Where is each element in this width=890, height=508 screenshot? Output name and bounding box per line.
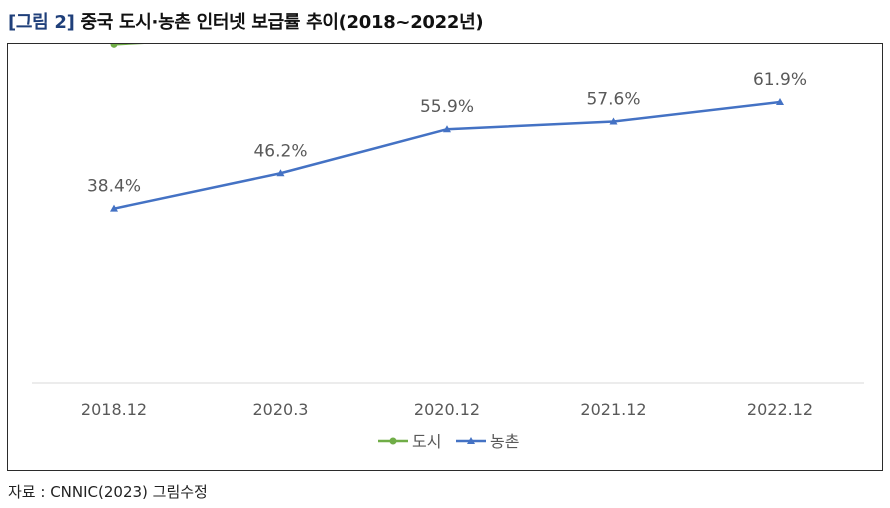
figure-title: [그림 2] 중국 도시·농촌 인터넷 보급률 추이(2018~2022년): [8, 8, 484, 34]
data-point: [776, 97, 784, 105]
data-point: [110, 204, 118, 212]
chart-frame: 74.6%76.5%79.8%81.3%83.1% 38.4% 46.2% 55.9%…: [7, 43, 883, 471]
legend-entry-1: 도시: [378, 432, 441, 451]
series-1: 74.6%76.5%79.8%81.3%83.1%: [110, 44, 145, 48]
legend-label: 도시: [412, 432, 441, 451]
legend-label: 농촌: [490, 432, 519, 451]
legend-entry-2: 농촌: [456, 432, 519, 451]
legend-marker: [389, 437, 397, 445]
data-label: 57.6%: [586, 89, 640, 109]
figure-title-text: 중국 도시·농촌 인터넷 보급률 추이(2018~2022년): [80, 12, 484, 33]
x-tick-label: 2020.12: [414, 400, 480, 419]
x-tick-label: 2020.3: [253, 400, 309, 419]
series-line: [113, 100, 781, 210]
x-tick-label: 2018.12: [81, 400, 147, 419]
data-label: 61.9%: [753, 70, 807, 90]
series-layer: 74.6%76.5%79.8%81.3%83.1% 38.4% 46.2% 55.9%…: [87, 44, 807, 212]
x-tick-label: 2021.12: [580, 400, 646, 419]
data-point: [276, 169, 285, 177]
line-chart: 74.6%76.5%79.8%81.3%83.1% 38.4% 46.2% 55.9%…: [32, 44, 864, 451]
source-note: 자료 : CNNIC(2023) 그림수정: [8, 483, 208, 501]
legend: 도시 농촌: [378, 432, 519, 451]
x-tick-labels: 2018.12 2020.3 2020.12 2021.12 2022.12: [81, 400, 813, 419]
series-2: 38.4% 46.2% 55.9% 57.6% 61.9%: [87, 70, 807, 212]
x-tick-label: 2022.12: [747, 400, 813, 419]
figure-label: [그림 2]: [8, 12, 75, 33]
data-point: [609, 117, 618, 125]
data-label: 46.2%: [253, 141, 307, 161]
data-point: [110, 44, 118, 48]
legend-marker: [467, 437, 475, 444]
data-point: [443, 125, 451, 133]
data-label: 38.4%: [87, 177, 141, 197]
data-label: 55.9%: [420, 97, 474, 117]
